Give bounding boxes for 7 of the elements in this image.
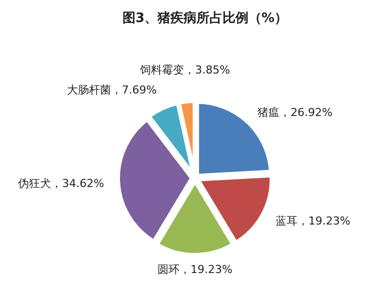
slice-label: 圆环，19.23% xyxy=(158,263,232,276)
chart-title: 图3、猪疾病所占比例（%） xyxy=(122,10,288,26)
slice-label: 伪狂犬，34.62% xyxy=(18,176,104,190)
slice-label: 饲料霉变，3.85% xyxy=(139,64,230,77)
slice-label: 蓝耳，19.23% xyxy=(275,214,350,228)
slice-label: 猪瘟，26.92% xyxy=(258,106,333,119)
slice-label: 大肠杆菌，7.69% xyxy=(66,83,157,96)
